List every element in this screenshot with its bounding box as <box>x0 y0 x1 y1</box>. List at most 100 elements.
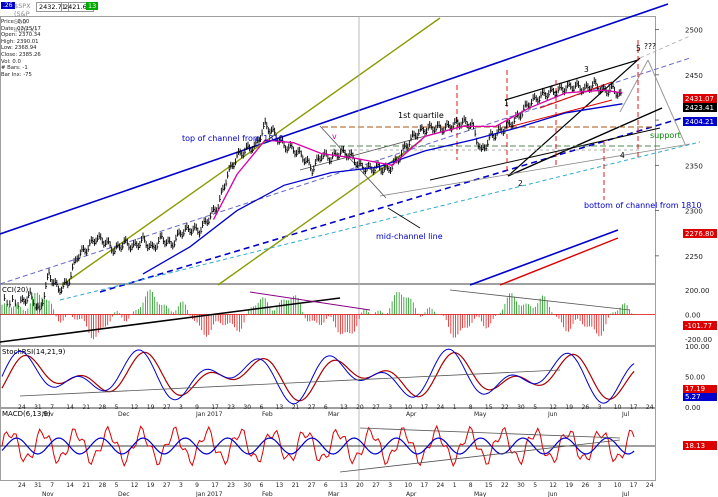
trendlines <box>0 3 701 480</box>
date-tick-label: 27 <box>372 482 380 489</box>
date-tick-label: 19 <box>565 404 573 411</box>
date-tick-label: 1 <box>453 404 457 411</box>
date-tick-label: 3 <box>598 482 602 489</box>
macd-value-tag <box>683 441 717 450</box>
macd-trendline <box>339 439 621 473</box>
date-tick-label: 26 <box>582 404 590 411</box>
month-label: May <box>474 411 487 418</box>
date-tick-label: 8 <box>469 482 473 489</box>
date-tick-label: 19 <box>565 482 573 489</box>
date-tick-label: 19 <box>147 404 155 411</box>
date-tick-label: 24 <box>437 482 445 489</box>
date-tick-label: 24 <box>18 404 26 411</box>
month-label: Jun <box>547 411 558 418</box>
cci-value-label: -101.77 <box>685 322 712 330</box>
gray-line-2 <box>319 125 387 199</box>
date-tick-label: 13 <box>340 482 348 489</box>
stoch-tick-label: 100.00 <box>685 343 710 351</box>
stat-line: Open: 2370.34 <box>1 32 41 39</box>
date-tick-label: 6 <box>324 404 328 411</box>
price-annotations: top of channel from 1810 1st quartile mi… <box>182 42 701 241</box>
date-tick-label: 27 <box>308 404 316 411</box>
month-label: Apr <box>406 491 417 497</box>
price-tag-label: 2423.41 <box>685 104 714 112</box>
date-tick-label: 5 <box>115 482 119 489</box>
ma-blue-line <box>142 103 623 275</box>
v-mark-price: v <box>332 132 337 141</box>
date-tick-label: 5 <box>533 404 537 411</box>
date-tick-label: 17 <box>630 482 638 489</box>
date-tick-label: 12 <box>131 404 139 411</box>
date-tick-label: 12 <box>549 482 557 489</box>
date-tick-label: 20 <box>356 482 364 489</box>
stochrsi-panel: StochRSI(14,21,9) 100.00 50.00 0.00 17.195.2… <box>1 343 717 412</box>
date-tick-label: 5 <box>115 404 119 411</box>
channel-bottom-line <box>99 117 683 293</box>
date-tick-label: 22 <box>501 482 509 489</box>
arrow-mid-channel <box>387 207 421 229</box>
projection-2 <box>647 59 686 145</box>
symbol-title: $SPX (S&P 500 INDEX) <box>14 2 37 34</box>
date-tick-label: 31 <box>34 482 42 489</box>
date-tick-label: 22 <box>501 404 509 411</box>
date-tick-label: 3 <box>388 482 392 489</box>
price-tag-label: 2404.21 <box>685 118 714 126</box>
cci-tick-label: 200.00 <box>685 287 710 295</box>
price-tick-label: 2250 <box>685 253 703 261</box>
stat-line: Close: 2385.26 <box>1 51 41 58</box>
date-tick-label: 12 <box>549 404 557 411</box>
date-tick-label: 8 <box>469 404 473 411</box>
date-tick-label: 13 <box>276 404 284 411</box>
panel-frame <box>0 346 656 408</box>
stat-line: Low: 2368.94 <box>1 45 37 52</box>
date-tick-label: 21 <box>82 482 90 489</box>
date-tick-label: 15 <box>485 482 493 489</box>
stoch-tag-2 <box>683 393 717 401</box>
stoch-tick-label: 0.00 <box>685 404 701 412</box>
date-tick-label: 14 <box>66 482 74 489</box>
date-tick-label: 27 <box>163 404 171 411</box>
date-tick-label: 23 <box>227 482 235 489</box>
date-tick-label: 26 <box>582 482 590 489</box>
date-tick-label: 30 <box>243 482 251 489</box>
date-tick-label: 17 <box>211 482 219 489</box>
stat-line: Price: 0.00 <box>1 19 30 25</box>
price-tag-label: 2276.80 <box>685 230 714 238</box>
stoch-tick-label: 50.00 <box>685 374 705 382</box>
date-tick-label: 30 <box>517 482 525 489</box>
date-tick-label: 30 <box>517 404 525 411</box>
date-tick-label: 27 <box>308 482 316 489</box>
stat-line: # Bars: -1 <box>1 65 28 72</box>
ticker-label: .26 <box>1 2 15 9</box>
price-box-1: 2432.71 <box>36 2 69 12</box>
wave-4: 4 <box>620 151 625 160</box>
price-tick-label: 2300 <box>685 208 703 216</box>
rising-wedge-red-2 <box>539 81 613 109</box>
ma-magenta-line <box>212 89 623 220</box>
cci-panel: CCI(20) 200.00 0.00 -200.00 -101.77 <box>0 286 717 344</box>
panel-frame <box>0 408 656 481</box>
month-label: Dec <box>118 491 130 497</box>
date-tick-label: 3 <box>388 404 392 411</box>
date-tick-label: 28 <box>99 482 107 489</box>
date-tick-label: 6 <box>260 404 264 411</box>
date-tick-label: 5 <box>533 482 537 489</box>
wave-2: 2 <box>518 179 523 188</box>
date-tick-label: 9 <box>195 404 199 411</box>
date-tick-label: 17 <box>421 404 429 411</box>
date-tick-label: 20 <box>356 404 364 411</box>
date-tick-label: 27 <box>163 482 171 489</box>
date-tick-label: 10 <box>614 404 622 411</box>
stoch-tag-1 <box>683 385 717 393</box>
price-tag-bg <box>683 117 717 126</box>
date-tick-label: 24 <box>646 482 654 489</box>
date-tick-label: 15 <box>485 404 493 411</box>
label-mid-channel: mid-channel line <box>376 232 443 241</box>
macd-trendline-2 <box>359 427 621 439</box>
date-tick-label: 10 <box>614 482 622 489</box>
month-label: Jan 2017 <box>195 491 223 497</box>
price-bars <box>3 77 623 313</box>
month-label: Nov <box>42 491 54 497</box>
